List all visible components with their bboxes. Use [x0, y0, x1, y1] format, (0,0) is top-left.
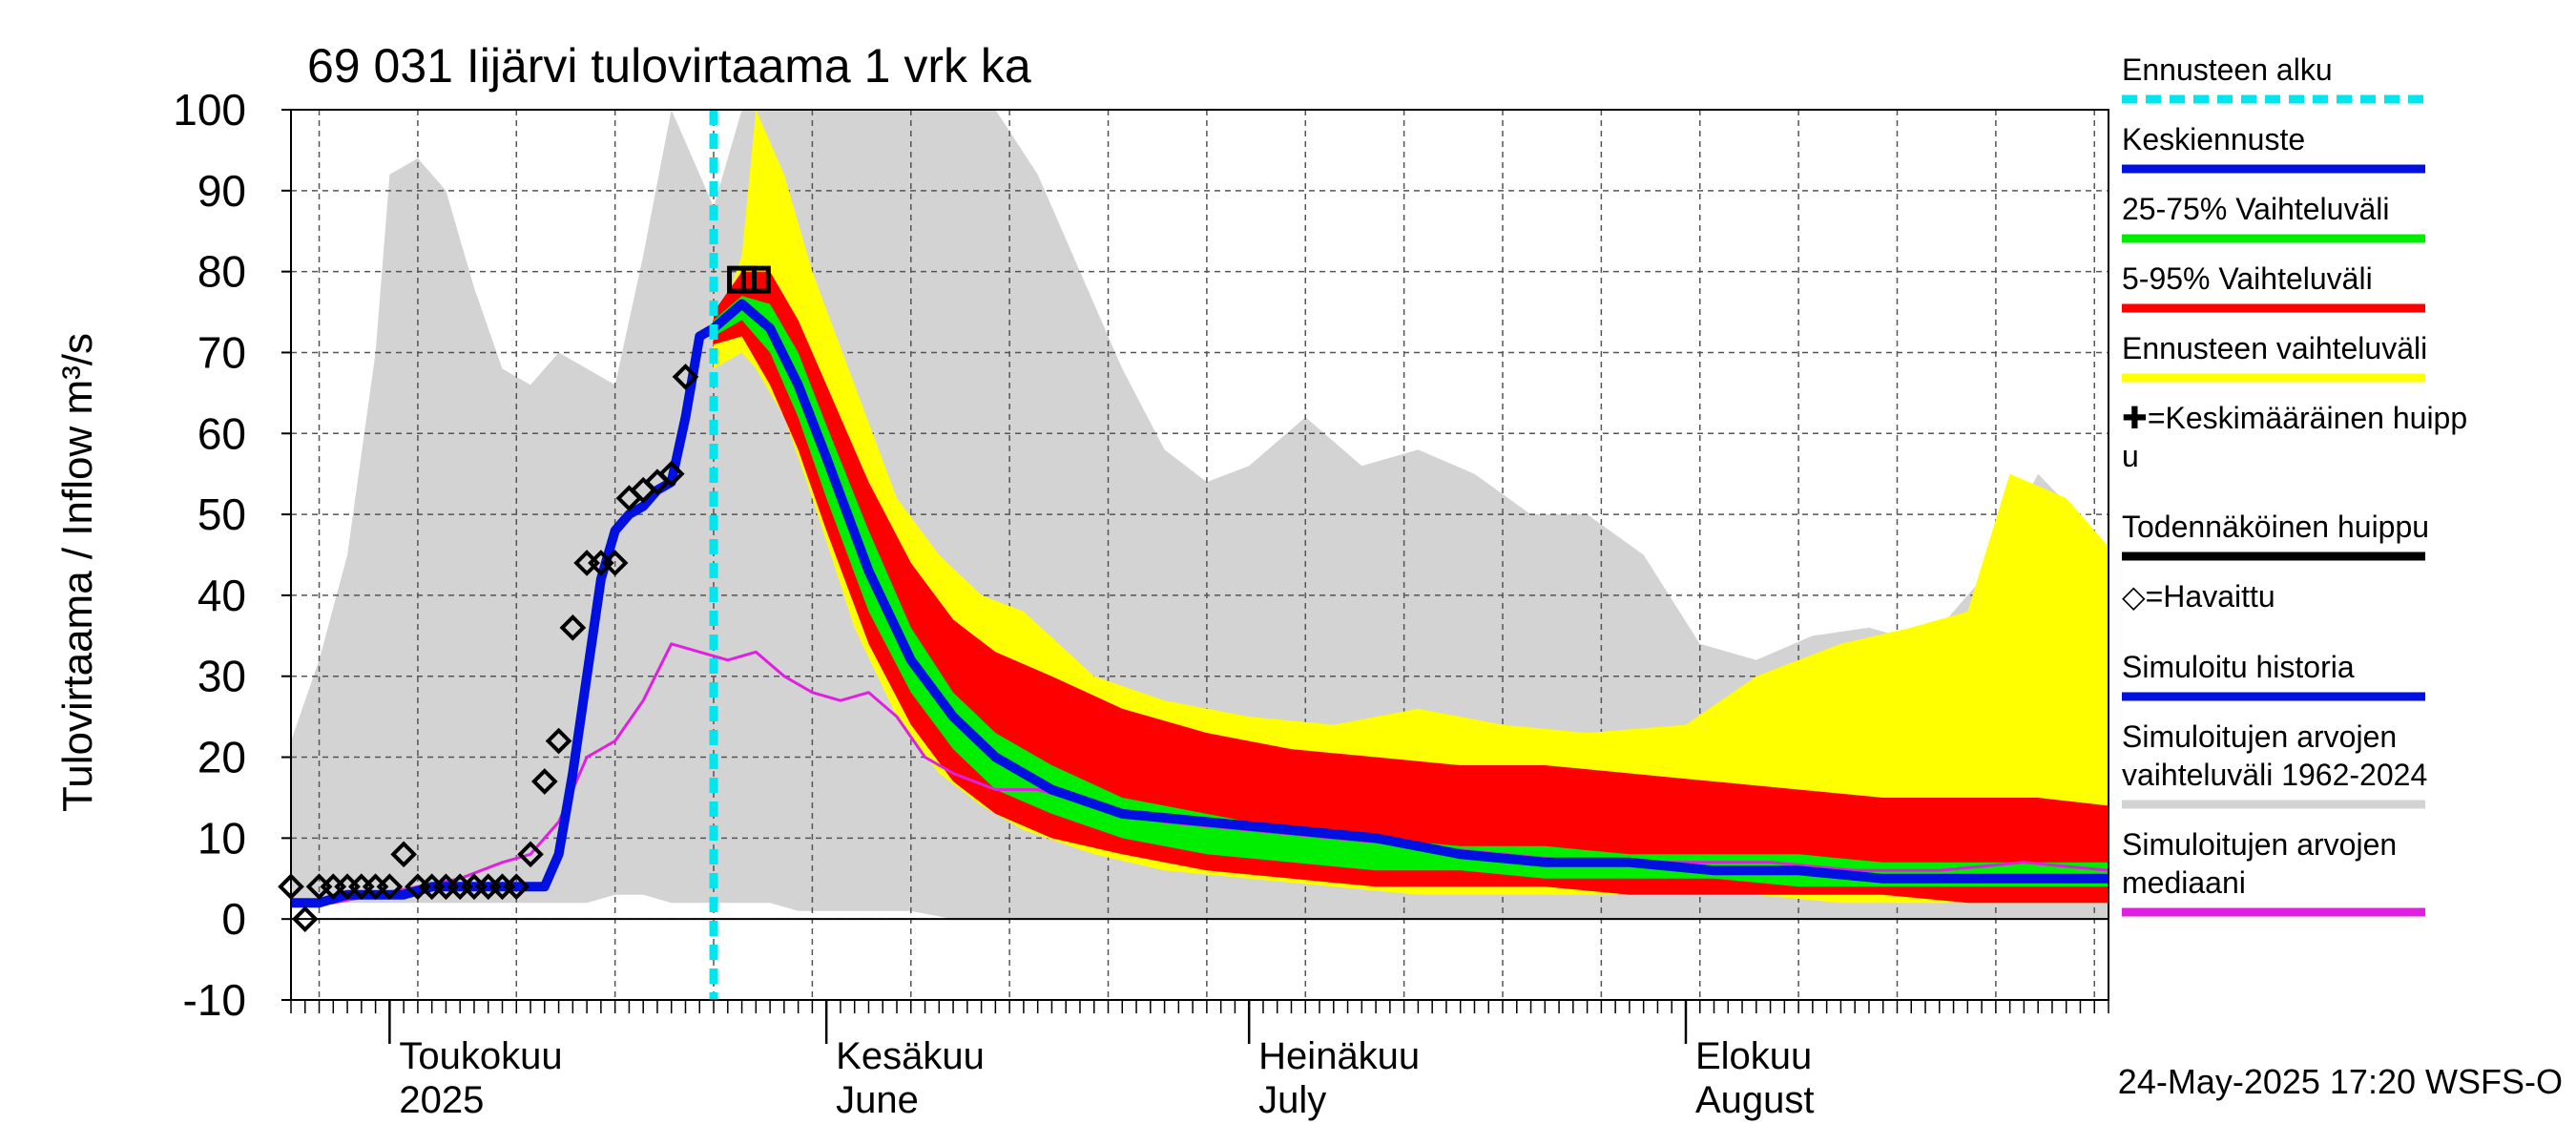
legend-label: vaihteluväli 1962-2024 — [2122, 758, 2427, 792]
observed-point — [530, 768, 558, 795]
y-tick-label: 10 — [197, 813, 246, 863]
mean-forecast-line — [710, 299, 2109, 884]
legend-label: Simuloitujen arvojen — [2122, 719, 2397, 754]
legend-label: Simuloitujen arvojen — [2122, 827, 2397, 862]
legend-label: mediaani — [2122, 865, 2246, 900]
legend-label: Simuloitu historia — [2122, 650, 2355, 684]
y-tick-label: 40 — [197, 571, 246, 620]
footer-timestamp: 24-May-2025 17:20 WSFS-O — [2118, 1062, 2563, 1101]
observed-point — [601, 550, 629, 576]
legend-label: 25-75% Vaihteluväli — [2122, 192, 2389, 226]
observed-point — [657, 460, 685, 488]
legend-label: Todennäköinen huippu — [2122, 510, 2429, 544]
observed-point — [390, 841, 417, 868]
y-tick-label: 60 — [197, 408, 246, 458]
y-tick-label: 90 — [197, 166, 246, 216]
observed-point — [545, 727, 572, 755]
legend-label: ✚=Keskimääräinen huipp — [2122, 401, 2467, 435]
x-month-label: Toukokuu — [399, 1035, 562, 1077]
legend-label: u — [2122, 439, 2139, 473]
y-tick-label: 100 — [173, 85, 246, 135]
x-month-label: Kesäkuu — [836, 1035, 985, 1077]
x-month-sublabel: June — [836, 1079, 919, 1121]
y-tick-label: 50 — [197, 489, 246, 539]
observed-point — [376, 873, 404, 901]
p5-95-range-area — [714, 271, 2109, 904]
y-tick-label: 0 — [221, 894, 246, 944]
observed-point — [503, 873, 530, 901]
legend-label: Keskiennuste — [2122, 122, 2305, 156]
observed-point — [672, 364, 699, 390]
y-tick-label: 20 — [197, 733, 246, 782]
legend-label: 5-95% Vaihteluväli — [2122, 261, 2373, 296]
plot-area — [278, 109, 2109, 1001]
legend-label: Ennusteen alku — [2122, 52, 2333, 87]
x-month-label: Elokuu — [1695, 1035, 1812, 1077]
y-tick-label: 80 — [197, 247, 246, 297]
y-tick-label: -10 — [183, 975, 246, 1025]
chart-title: 69 031 Iijärvi tulovirtaama 1 vrk ka — [307, 39, 1031, 93]
legend: Ennusteen alku Keskiennuste 25-75% Vaihtel… — [2122, 52, 2467, 917]
legend-label: ◇=Havaittu — [2122, 579, 2275, 614]
observed-point — [291, 906, 319, 933]
x-month-label: Heinäkuu — [1258, 1035, 1420, 1077]
y-axis-label: Tulovirtaama / Inflow m³/s — [54, 333, 101, 812]
legend-label: Ennusteen vaihteluväli — [2122, 331, 2427, 365]
x-month-sublabel: July — [1258, 1079, 1326, 1121]
y-tick-label: 70 — [197, 327, 246, 377]
probable-peak-box — [740, 265, 771, 294]
observed-point — [517, 841, 544, 868]
y-tick-label: 30 — [197, 652, 246, 701]
plot-frame — [290, 109, 2109, 1001]
observed-point — [559, 614, 587, 641]
x-month-sublabel: 2025 — [399, 1079, 484, 1121]
x-month-sublabel: August — [1695, 1079, 1815, 1121]
